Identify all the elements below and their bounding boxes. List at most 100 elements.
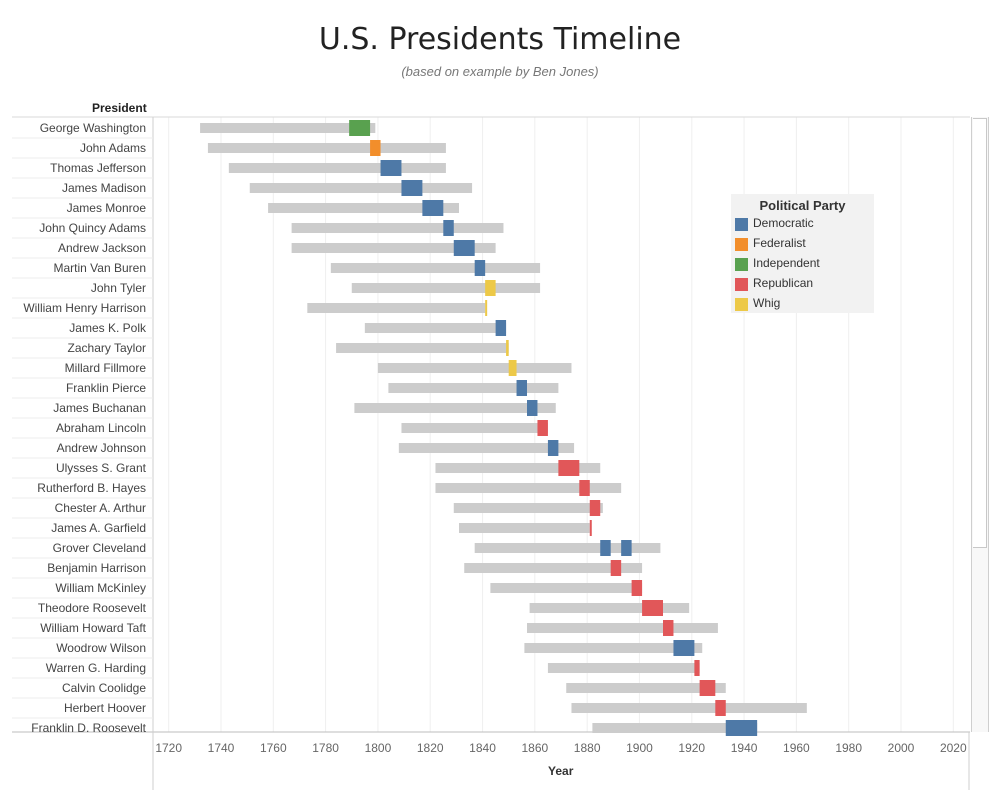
president-label: Warren G. Harding <box>46 661 146 675</box>
x-tick-label: 1820 <box>417 741 444 755</box>
term-bar[interactable] <box>508 360 517 376</box>
legend[interactable]: Political Party Democratic Federalist Inde… <box>731 194 874 313</box>
term-bar[interactable] <box>495 320 507 336</box>
term-bar[interactable] <box>349 120 371 136</box>
term-bar[interactable] <box>401 180 423 196</box>
lifespan-bar[interactable] <box>459 523 590 533</box>
lifespan-bar[interactable] <box>291 223 504 233</box>
x-tick-label: 1920 <box>678 741 705 755</box>
lifespan-bar[interactable] <box>228 163 446 173</box>
term-bar[interactable] <box>380 160 402 176</box>
lifespan-bar[interactable] <box>307 303 486 313</box>
row-labels: George Washington John Adams Thomas Jeffer… <box>12 121 153 735</box>
term-bar[interactable] <box>485 300 488 316</box>
lifespan-bar[interactable] <box>377 363 572 373</box>
president-label: Andrew Jackson <box>58 241 146 255</box>
president-label: Thomas Jefferson <box>50 161 146 175</box>
lifespan-bar[interactable] <box>354 403 556 413</box>
lifespan-bar[interactable] <box>249 183 473 193</box>
term-bar[interactable] <box>537 420 548 436</box>
lifespan-bar[interactable] <box>207 143 446 153</box>
term-bar[interactable] <box>485 280 496 296</box>
legend-label: Whig <box>753 296 781 310</box>
legend-swatch <box>735 258 748 271</box>
legend-swatch <box>735 238 748 251</box>
term-bar[interactable] <box>663 620 674 636</box>
term-bar[interactable] <box>527 400 538 416</box>
term-bar[interactable] <box>547 440 559 456</box>
lifespan-bar[interactable] <box>401 423 548 433</box>
lifespan-bar[interactable] <box>435 463 601 473</box>
president-label: William Henry Harrison <box>23 301 146 315</box>
lifespan-bar[interactable] <box>200 123 376 133</box>
lifespan-bar[interactable] <box>351 283 541 293</box>
lifespan-bar[interactable] <box>435 483 622 493</box>
president-label: Chester A. Arthur <box>55 501 146 515</box>
lifespan-bar[interactable] <box>592 723 758 733</box>
president-label: James Madison <box>62 181 146 195</box>
lifespan-bar[interactable] <box>268 203 459 213</box>
term-bar[interactable] <box>694 660 700 676</box>
president-label: James A. Garfield <box>51 521 146 535</box>
lifespan-bar[interactable] <box>330 263 541 273</box>
scrollbar-thumb[interactable] <box>973 118 987 548</box>
term-bar[interactable] <box>715 700 726 716</box>
term-bar[interactable] <box>610 560 622 576</box>
term-bar[interactable] <box>725 720 758 736</box>
legend-label: Republican <box>753 276 814 290</box>
term-bar[interactable] <box>422 200 444 216</box>
term-bar[interactable] <box>642 600 663 616</box>
lifespan-bar[interactable] <box>336 343 509 353</box>
x-tick-label: 1740 <box>208 741 235 755</box>
x-tick-label: 1860 <box>521 741 548 755</box>
lifespan-bar[interactable] <box>291 243 496 253</box>
lifespan-bar[interactable] <box>490 583 643 593</box>
president-label: Rutherford B. Hayes <box>37 481 146 495</box>
lifespan-bar[interactable] <box>388 383 559 393</box>
lifespan-bar[interactable] <box>571 703 807 713</box>
term-bar[interactable] <box>443 220 454 236</box>
term-bar[interactable] <box>453 240 475 256</box>
term-bar[interactable] <box>589 520 592 536</box>
legend-title: Political Party <box>759 198 846 213</box>
president-label: William McKinley <box>55 581 146 595</box>
lifespan-bar[interactable] <box>547 663 700 673</box>
x-tick-label: 1960 <box>783 741 810 755</box>
lifespan-bar[interactable] <box>474 543 661 553</box>
president-label: Calvin Coolidge <box>62 681 146 695</box>
x-tick-label: 1760 <box>260 741 287 755</box>
president-label: Franklin D. Roosevelt <box>31 721 146 735</box>
president-label: John Adams <box>80 141 146 155</box>
lifespan-bar[interactable] <box>453 503 603 513</box>
term-bar[interactable] <box>474 260 486 276</box>
lifespan-bar[interactable] <box>529 603 690 613</box>
vertical-scrollbar[interactable] <box>971 117 989 732</box>
term-bar[interactable] <box>558 460 580 476</box>
term-bar[interactable] <box>631 580 643 596</box>
president-label: Millard Fillmore <box>65 361 147 375</box>
president-label: George Washington <box>40 121 146 135</box>
term-bar[interactable] <box>370 140 381 156</box>
term-bar[interactable] <box>621 540 632 556</box>
row-axis-header: President <box>92 101 147 115</box>
chart-subtitle: (based on example by Ben Jones) <box>401 64 599 79</box>
president-label: John Quincy Adams <box>39 221 146 235</box>
term-bar[interactable] <box>699 680 716 696</box>
lifespan-bar[interactable] <box>364 323 507 333</box>
term-bar[interactable] <box>589 500 601 516</box>
term-bar[interactable] <box>600 540 611 556</box>
term-bar[interactable] <box>579 480 590 496</box>
lifespan-bar[interactable] <box>566 683 726 693</box>
x-axis: 1720 1740 1760 1780 1800 1820 1840 1860 1880 1900… <box>155 741 967 755</box>
lifespan-bar[interactable] <box>398 443 575 453</box>
term-bar[interactable] <box>673 640 695 656</box>
lifespan-bar[interactable] <box>524 643 703 653</box>
term-bar[interactable] <box>516 380 527 396</box>
lifespan-bar[interactable] <box>527 623 718 633</box>
lifespan-bar[interactable] <box>464 563 643 573</box>
president-label: William Howard Taft <box>40 621 146 635</box>
term-bar[interactable] <box>506 340 509 356</box>
legend-swatch <box>735 278 748 291</box>
x-tick-label: 1940 <box>731 741 758 755</box>
